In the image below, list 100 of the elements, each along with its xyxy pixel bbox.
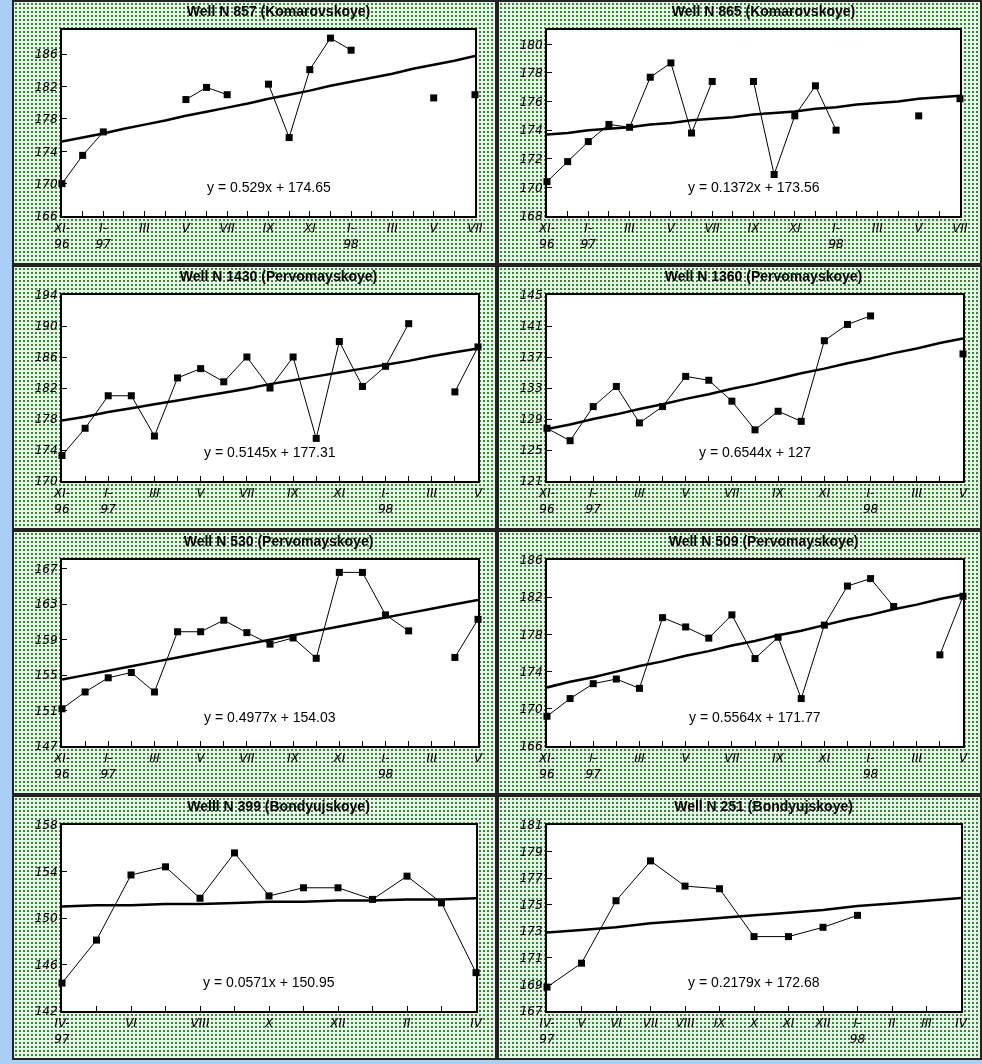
x-tick-label: III <box>624 221 636 236</box>
y-tick-label: 174 <box>519 123 543 138</box>
point <box>774 407 782 415</box>
point <box>285 134 293 142</box>
y-tick-label: 129 <box>519 412 543 427</box>
point <box>705 634 713 642</box>
x-tick-label: I- 97 <box>580 221 597 251</box>
y-tick-label: 174 <box>34 443 58 458</box>
y-tick-label: 182 <box>34 79 58 94</box>
y-tick-label: 181 <box>519 818 543 833</box>
point <box>358 568 366 576</box>
point <box>197 628 205 636</box>
point <box>843 582 851 590</box>
point <box>728 397 736 405</box>
y-tick-label: 173 <box>519 924 543 939</box>
x-tick-label: VII <box>642 1016 659 1031</box>
x-tick-label: I- 98 <box>377 486 394 516</box>
y-tick-label: 186 <box>34 350 58 365</box>
x-tick-label: V <box>196 751 206 766</box>
y-tick-label: 155 <box>34 668 58 683</box>
x-tick-label: VI <box>125 1016 138 1031</box>
x-tick-label: XI- 96 <box>52 751 71 781</box>
x-tick-label: I- 98 <box>862 486 879 516</box>
y-tick-label: 154 <box>34 864 58 879</box>
point <box>688 129 696 137</box>
point <box>382 611 390 619</box>
point <box>728 611 736 619</box>
point <box>647 857 654 865</box>
y-tick-label: 141 <box>519 319 543 334</box>
y-tick-label: 179 <box>519 844 543 859</box>
chart-title: Well N 509 (Pervomayskoye) <box>668 532 859 549</box>
point <box>605 120 613 128</box>
point <box>626 123 634 131</box>
y-tick-label: 168 <box>519 209 543 224</box>
point <box>312 434 320 442</box>
point <box>289 634 297 642</box>
y-tick-label: 133 <box>519 381 543 396</box>
x-tick-label: XI <box>787 221 802 236</box>
point <box>127 668 135 676</box>
x-tick-label: VIII <box>675 1016 695 1031</box>
x-tick-label: VII <box>219 221 236 236</box>
y-tick-label: 178 <box>34 412 58 427</box>
point <box>203 83 211 91</box>
x-tick-label: II <box>888 1016 896 1031</box>
x-tick-label: II <box>403 1016 411 1031</box>
x-tick-label: XI- 96 <box>537 751 556 781</box>
x-tick-label: IX <box>713 1016 727 1031</box>
x-tick-label: III <box>149 751 161 766</box>
x-tick-label: V <box>681 486 691 501</box>
point <box>791 112 799 120</box>
x-tick-label: X <box>263 1016 274 1031</box>
y-tick-label: 175 <box>519 897 543 912</box>
point <box>667 59 675 67</box>
point <box>335 568 343 576</box>
point <box>612 675 620 683</box>
y-tick-label: 172 <box>519 151 543 166</box>
point <box>334 884 342 892</box>
x-tick-label: III <box>634 751 646 766</box>
y-tick-label: 174 <box>519 664 543 679</box>
point <box>832 126 840 134</box>
y-tick-label: 137 <box>519 350 543 365</box>
point <box>358 382 366 390</box>
point <box>936 651 944 659</box>
x-tick-label: I- 97 <box>585 486 602 516</box>
x-tick-label: V <box>181 221 191 236</box>
y-tick-label: 166 <box>34 209 58 224</box>
point <box>564 158 572 166</box>
point <box>566 437 574 445</box>
x-tick-label: V <box>473 486 483 501</box>
x-tick-label: XI <box>302 221 317 236</box>
chart-title: Well N 1430 (Pervomayskoye) <box>179 267 378 284</box>
point <box>266 384 274 392</box>
x-tick-label: I- 98 <box>343 221 360 251</box>
annotation: y = 0.0571x + 150.95 <box>203 974 335 990</box>
y-tick-label: 166 <box>519 739 543 754</box>
point <box>220 378 228 386</box>
point <box>635 684 643 692</box>
point <box>403 872 411 880</box>
y-tick-label: 178 <box>519 627 543 642</box>
x-tick-label: VII <box>239 486 255 501</box>
x-tick-label: XI <box>332 751 346 766</box>
annotation: y = 0.6544x + 127 <box>699 444 812 460</box>
y-tick-label: 194 <box>34 288 58 303</box>
y-tick-label: 171 <box>519 951 543 966</box>
point <box>589 680 597 688</box>
point <box>300 884 307 892</box>
point <box>150 432 158 440</box>
x-tick-label: IX <box>287 751 300 766</box>
x-tick-label: XII <box>329 1016 347 1031</box>
point <box>405 627 413 635</box>
x-tick-label: XI- 96 <box>52 486 71 516</box>
x-tick-label: XI <box>332 486 346 501</box>
point <box>867 312 875 320</box>
x-tick-label: VII <box>467 221 484 236</box>
point <box>104 392 112 400</box>
chart-title: Well N 1360 (Pervomayskoye) <box>664 267 863 284</box>
x-tick-label: V <box>914 221 924 236</box>
point <box>451 388 459 396</box>
point <box>589 403 597 411</box>
point <box>231 849 238 857</box>
